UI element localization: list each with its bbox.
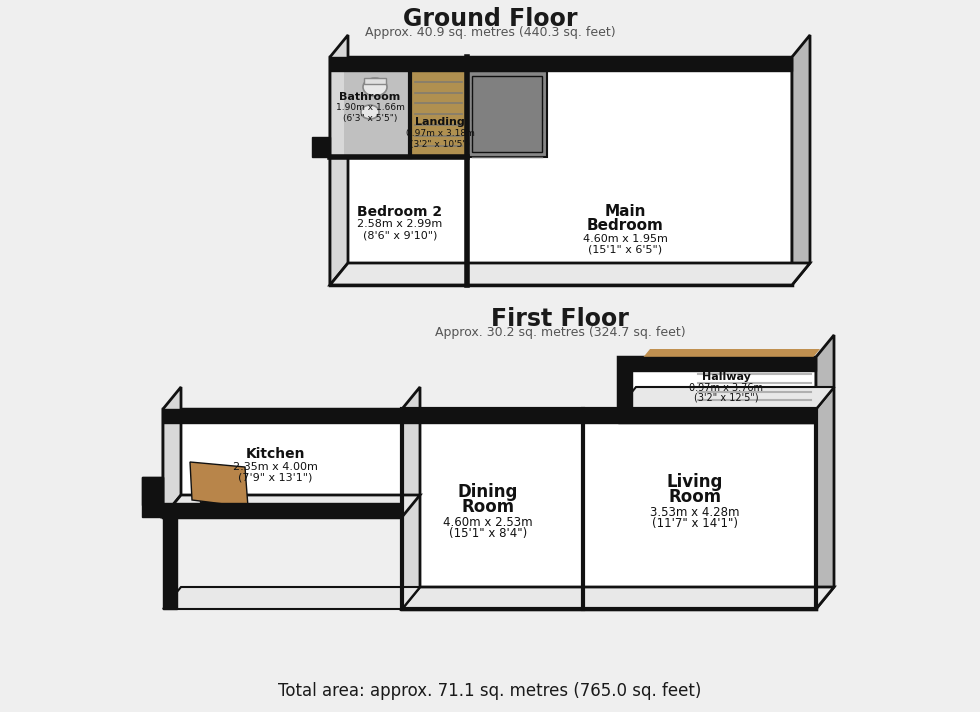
Text: (15'1" x 8'4"): (15'1" x 8'4") bbox=[449, 528, 527, 540]
Polygon shape bbox=[632, 349, 820, 371]
Polygon shape bbox=[142, 477, 163, 517]
Text: 1.90m x 1.66m: 1.90m x 1.66m bbox=[335, 103, 405, 112]
Polygon shape bbox=[467, 71, 547, 157]
Text: 0.97m x 3.18m: 0.97m x 3.18m bbox=[406, 130, 474, 139]
Polygon shape bbox=[618, 357, 816, 409]
Text: Kitchen: Kitchen bbox=[245, 447, 305, 461]
Text: 3.53m x 4.28m: 3.53m x 4.28m bbox=[651, 506, 740, 518]
Text: (3'2" x 10'5"): (3'2" x 10'5") bbox=[410, 140, 470, 149]
Polygon shape bbox=[402, 387, 420, 609]
Polygon shape bbox=[330, 57, 792, 71]
Polygon shape bbox=[142, 477, 163, 505]
Text: 4.60m x 2.53m: 4.60m x 2.53m bbox=[443, 515, 533, 528]
Text: Landing: Landing bbox=[416, 117, 465, 127]
Polygon shape bbox=[618, 357, 816, 371]
Text: Main: Main bbox=[605, 204, 646, 219]
Bar bbox=[364, 78, 386, 84]
Polygon shape bbox=[163, 495, 420, 517]
Polygon shape bbox=[330, 57, 792, 285]
Polygon shape bbox=[312, 137, 330, 157]
Polygon shape bbox=[792, 35, 810, 285]
Text: (6'3" x 5'5"): (6'3" x 5'5") bbox=[343, 113, 397, 122]
Polygon shape bbox=[163, 587, 420, 609]
Polygon shape bbox=[402, 409, 816, 609]
Polygon shape bbox=[344, 71, 778, 271]
Text: 0.97m x 3.76m: 0.97m x 3.76m bbox=[689, 383, 763, 393]
Polygon shape bbox=[163, 517, 177, 609]
Text: Living: Living bbox=[666, 473, 723, 491]
Text: Room: Room bbox=[462, 498, 514, 516]
Polygon shape bbox=[816, 335, 834, 409]
Text: 4.60m x 1.95m: 4.60m x 1.95m bbox=[582, 234, 667, 244]
Polygon shape bbox=[410, 71, 467, 157]
Text: (7'9" x 13'1"): (7'9" x 13'1") bbox=[238, 473, 313, 483]
Polygon shape bbox=[816, 387, 834, 609]
Polygon shape bbox=[190, 462, 248, 507]
Polygon shape bbox=[416, 423, 802, 595]
Text: Bedroom 2: Bedroom 2 bbox=[358, 205, 443, 219]
Text: 2.58m x 2.99m: 2.58m x 2.99m bbox=[358, 219, 443, 229]
Polygon shape bbox=[163, 409, 402, 423]
Text: First Floor: First Floor bbox=[491, 307, 629, 331]
Text: (15'1" x 6'5"): (15'1" x 6'5") bbox=[588, 245, 662, 255]
Polygon shape bbox=[200, 472, 235, 502]
Text: Bathroom: Bathroom bbox=[339, 92, 401, 102]
Polygon shape bbox=[618, 387, 834, 409]
Ellipse shape bbox=[361, 105, 379, 119]
Text: Approx. 40.9 sq. metres (440.3 sq. feet): Approx. 40.9 sq. metres (440.3 sq. feet) bbox=[365, 26, 615, 39]
Text: Total area: approx. 71.1 sq. metres (765.0 sq. feet): Total area: approx. 71.1 sq. metres (765… bbox=[278, 682, 702, 700]
Polygon shape bbox=[163, 409, 402, 517]
Polygon shape bbox=[330, 263, 810, 285]
Polygon shape bbox=[472, 76, 542, 152]
Text: (11'7" x 14'1"): (11'7" x 14'1") bbox=[652, 518, 738, 530]
Polygon shape bbox=[330, 35, 348, 285]
Text: (8'6" x 9'10"): (8'6" x 9'10") bbox=[363, 230, 437, 240]
Polygon shape bbox=[344, 71, 410, 157]
Text: Approx. 30.2 sq. metres (324.7 sq. feet): Approx. 30.2 sq. metres (324.7 sq. feet) bbox=[435, 326, 685, 339]
Text: 2.35m x 4.00m: 2.35m x 4.00m bbox=[232, 462, 318, 472]
Polygon shape bbox=[163, 387, 181, 517]
Text: Bedroom: Bedroom bbox=[587, 217, 663, 233]
Text: (3'2" x 12'5"): (3'2" x 12'5") bbox=[694, 392, 759, 402]
Text: Dining: Dining bbox=[458, 483, 518, 501]
Ellipse shape bbox=[363, 78, 387, 96]
Text: Ground Floor: Ground Floor bbox=[403, 7, 577, 31]
Text: Room: Room bbox=[668, 488, 721, 506]
Polygon shape bbox=[177, 423, 388, 503]
Polygon shape bbox=[402, 409, 816, 423]
Polygon shape bbox=[618, 409, 816, 423]
Polygon shape bbox=[618, 357, 632, 409]
Text: Hallway: Hallway bbox=[702, 372, 751, 382]
Polygon shape bbox=[402, 587, 834, 609]
Polygon shape bbox=[163, 503, 402, 517]
